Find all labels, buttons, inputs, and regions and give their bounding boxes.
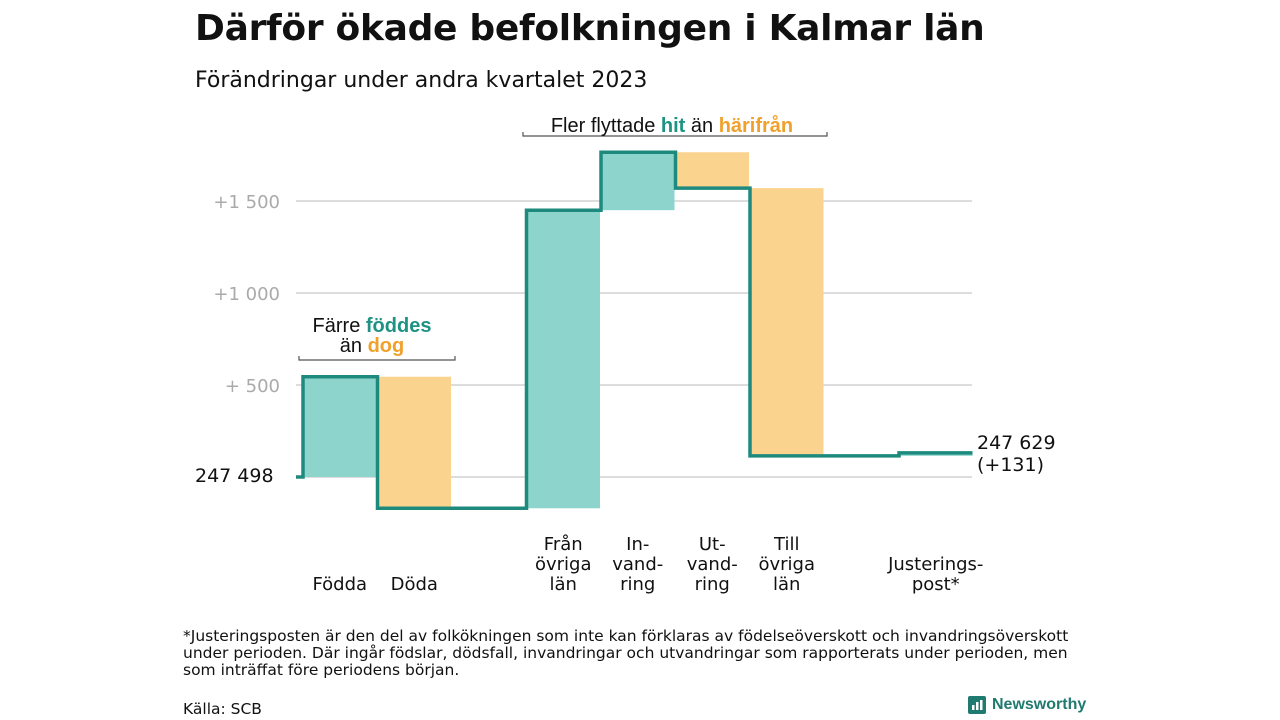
x-tick-label: Ut- xyxy=(699,534,726,555)
y-tick-label: +1 500 xyxy=(213,192,280,213)
annotation-highlight-died: dog xyxy=(368,335,405,357)
x-tick-label: vand- xyxy=(612,554,663,575)
x-tick-label: län xyxy=(550,574,577,595)
bar-utvandring xyxy=(675,152,749,189)
x-tick-label: Födda xyxy=(312,574,367,595)
svg-text:Fler flyttade hit: Fler flyttade hit än härifrån xyxy=(551,114,793,137)
brand-name: Newsworthy xyxy=(992,696,1087,713)
waterfall-chart: + 500+1 000+1 500 Födda DödaFrånövrigalän… xyxy=(195,114,1056,595)
source-label: Källa: SCB xyxy=(183,700,262,718)
x-tick-label: Döda xyxy=(391,574,438,595)
start-value-label: 247 498 xyxy=(195,465,274,487)
x-tick-label: Justerings- xyxy=(887,554,983,575)
bar-invandring xyxy=(601,152,675,211)
x-tick-label: In- xyxy=(626,534,649,555)
bar-tillövrigalän xyxy=(750,188,824,456)
x-tick-label: län xyxy=(773,574,800,595)
footnote: *Justeringsposten är den del av folkökni… xyxy=(183,627,1069,679)
annotation-text: än xyxy=(340,335,362,357)
annotation-text: Fler flyttade xyxy=(551,115,655,137)
svg-text:Färre föddes: Färre föddes xyxy=(313,315,432,337)
annotation-highlight-born: föddes xyxy=(366,315,432,337)
x-tick-label: övriga xyxy=(758,554,815,575)
cumulative-step-line xyxy=(296,150,973,511)
x-tick-label: övriga xyxy=(535,554,592,575)
x-tick-label: ring xyxy=(620,574,655,595)
x-tick-label: post* xyxy=(912,574,960,595)
chart-title: Därför ökade befolkningen i Kalmar län xyxy=(195,8,985,49)
svg-text:än dog: än dog xyxy=(340,335,404,357)
annotation-bracket xyxy=(298,356,456,361)
x-tick-label: Från xyxy=(544,534,583,555)
bar-döda xyxy=(377,376,451,509)
newsworthy-logo-icon xyxy=(968,696,986,714)
x-tick-label: vand- xyxy=(687,554,738,575)
annotation-highlight-away: härifrån xyxy=(719,114,793,137)
y-tick-label: +1 000 xyxy=(213,284,280,305)
brand-logo: Newsworthy xyxy=(968,696,1086,714)
bar-frånövrigalän xyxy=(526,210,600,509)
chart-subtitle: Förändringar under andra kvartalet 2023 xyxy=(195,68,648,93)
x-tick-label: Till xyxy=(773,534,799,555)
bar-födda xyxy=(303,376,377,477)
annotation-highlight-here: hit xyxy=(661,115,686,137)
births-deaths-annotation: Färre föddes än dog xyxy=(313,315,432,357)
annotation-text: Färre xyxy=(313,315,361,337)
end-value-label: 247 629 xyxy=(977,432,1056,454)
y-tick-label: + 500 xyxy=(225,376,280,397)
x-tick-label: ring xyxy=(695,574,730,595)
annotation-text: än xyxy=(691,115,713,137)
end-change-label: (+131) xyxy=(977,454,1044,476)
migration-annotation: Fler flyttade hit än härifrån xyxy=(551,114,793,137)
annotation-bracket xyxy=(522,132,828,137)
